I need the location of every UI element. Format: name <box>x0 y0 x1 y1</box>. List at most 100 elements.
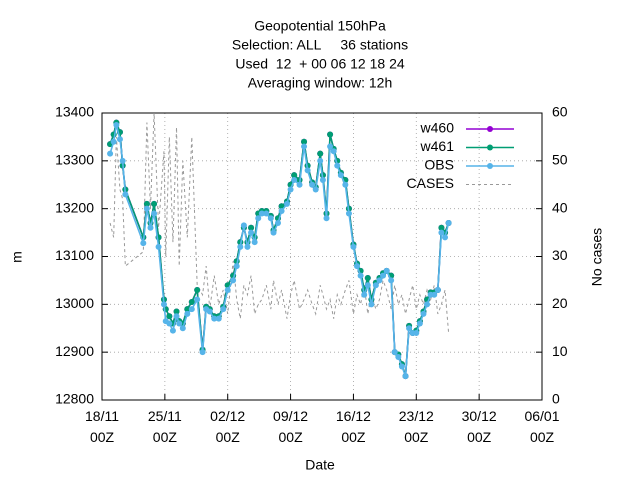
data-point <box>301 143 308 150</box>
data-point <box>173 313 180 320</box>
legend-marker <box>487 163 493 169</box>
x-tick-label: 16/12 00Z <box>335 408 371 445</box>
data-point <box>317 150 324 157</box>
data-point <box>143 205 150 212</box>
plot-frame <box>101 112 543 401</box>
data-point <box>194 296 201 303</box>
data-point <box>334 162 341 169</box>
data-point <box>107 150 114 157</box>
data-point <box>244 243 251 250</box>
data-point <box>350 243 357 250</box>
data-point <box>283 200 290 207</box>
y-tick-label: 13400 <box>55 104 94 120</box>
chart-title: Geopotential 150hPa <box>254 18 386 34</box>
data-point <box>413 330 420 337</box>
data-point <box>240 222 247 229</box>
y2-tick-label: 10 <box>552 343 568 359</box>
x-tick-label: 23/12 00Z <box>398 408 434 445</box>
y2-tick-label: 0 <box>552 391 560 407</box>
data-point <box>206 308 213 315</box>
data-point <box>275 220 281 227</box>
data-point <box>398 363 405 370</box>
y-tick-label: 13000 <box>55 295 94 311</box>
data-point <box>296 181 303 188</box>
data-point <box>251 239 258 246</box>
data-point <box>169 327 176 334</box>
data-point <box>364 282 371 289</box>
data-point <box>304 167 311 174</box>
data-point <box>391 349 398 356</box>
data-point <box>431 291 438 298</box>
series-line <box>109 112 450 334</box>
data-point <box>173 308 180 315</box>
data-point <box>416 320 423 327</box>
x-tick-label: 30/12 00Z <box>461 408 497 445</box>
data-point <box>160 301 167 308</box>
data-point <box>406 325 413 332</box>
data-point <box>319 176 326 183</box>
data-point <box>354 263 361 270</box>
data-point <box>327 131 334 138</box>
data-point <box>155 243 162 250</box>
data-point <box>233 263 240 270</box>
data-point <box>140 240 147 247</box>
data-point <box>258 210 265 217</box>
y-tick-label: 13300 <box>55 152 94 168</box>
y-tick-label: 12900 <box>55 343 94 359</box>
data-point <box>151 210 158 217</box>
data-point <box>368 301 375 308</box>
data-point <box>380 272 387 279</box>
data-point <box>188 298 195 305</box>
data-point <box>230 277 237 284</box>
data-point <box>330 148 337 155</box>
data-point <box>220 306 227 313</box>
data-point <box>327 143 334 150</box>
data-point <box>287 186 294 193</box>
legend-label: w460 <box>420 120 455 136</box>
chart-subtitle: Used 12 + 00 06 12 18 24 <box>235 56 405 72</box>
data-point <box>255 215 262 222</box>
data-point <box>309 181 316 188</box>
data-point <box>323 215 330 222</box>
data-point <box>194 286 201 293</box>
data-point <box>184 306 191 313</box>
x-tick-label: 02/12 00Z <box>210 408 246 445</box>
y-tick-label: 13100 <box>55 247 94 263</box>
chart-subtitle: Averaging window: 12h <box>248 75 393 91</box>
data-point <box>376 277 383 284</box>
data-point <box>442 234 449 241</box>
data-point <box>248 224 255 231</box>
x-tick-label: 18/11 00Z <box>85 408 119 445</box>
data-point <box>278 208 285 215</box>
data-point <box>199 349 206 356</box>
data-point <box>372 282 379 289</box>
y2-axis-label: No cases <box>589 228 605 286</box>
data-point <box>395 353 402 360</box>
y2-tick-label: 50 <box>552 152 568 168</box>
data-point <box>166 320 173 327</box>
data-point <box>420 310 427 317</box>
y-axis-label: m <box>9 251 25 263</box>
legend-marker <box>487 144 493 151</box>
data-point <box>143 200 150 207</box>
y-tick-label: 13200 <box>55 199 94 215</box>
x-tick-label: 09/12 00Z <box>273 408 309 445</box>
x-tick-label: 06/01 00Z <box>524 408 560 445</box>
data-point <box>424 301 431 308</box>
data-point <box>301 138 308 145</box>
data-point <box>151 200 158 207</box>
chart-subtitle: Selection: ALL 36 stations <box>232 37 408 53</box>
y2-tick-label: 20 <box>552 295 568 311</box>
legend-label: OBS <box>424 157 454 173</box>
y2-tick-label: 40 <box>552 199 568 215</box>
series-line <box>109 124 450 377</box>
data-point <box>267 215 274 222</box>
data-point <box>291 176 298 183</box>
data-point <box>312 186 319 193</box>
data-point <box>122 191 129 198</box>
data-point <box>119 157 126 164</box>
series-line <box>109 119 450 377</box>
y2-tick-label: 60 <box>552 104 568 120</box>
